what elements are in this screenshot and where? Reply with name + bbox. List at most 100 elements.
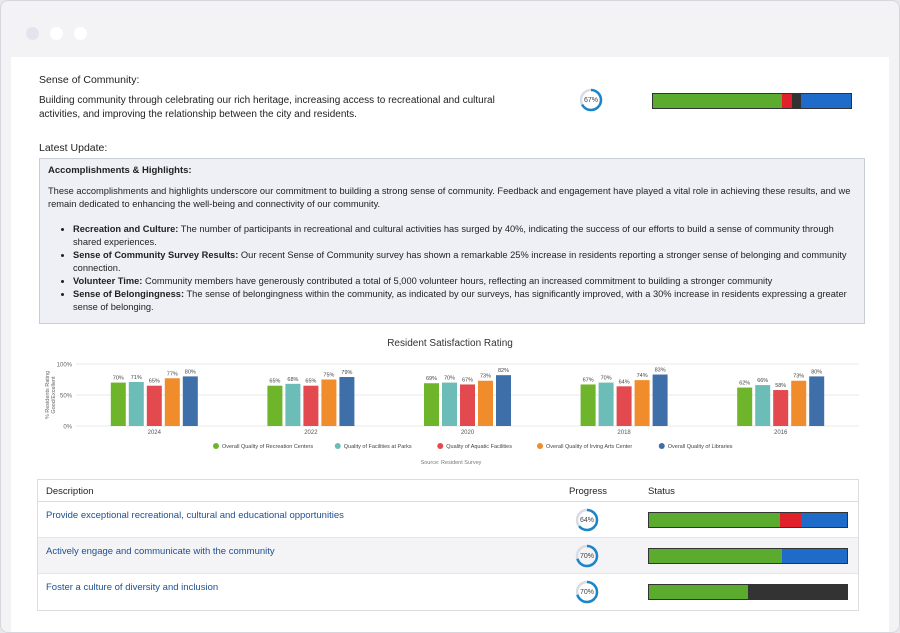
minimize-dot-icon[interactable] xyxy=(50,27,63,40)
legend-marker xyxy=(537,443,543,449)
bar xyxy=(164,378,180,426)
bar-value-label: 71% xyxy=(131,375,142,381)
status-segment xyxy=(801,94,851,108)
update-item-term: Sense of Community Survey Results: xyxy=(73,250,239,260)
row-status-bar xyxy=(648,548,848,564)
y-tick-label: 100% xyxy=(57,363,73,369)
page-content: Sense of Community: Building community t… xyxy=(11,57,889,632)
update-item: Volunteer Time: Community members have g… xyxy=(73,275,856,288)
legend-label[interactable]: Overall Quality of Libraries xyxy=(668,444,733,450)
bar-value-label: 79% xyxy=(341,370,352,376)
status-segment xyxy=(649,585,748,599)
header-status: Status xyxy=(648,486,675,497)
table-row[interactable]: Foster a culture of diversity and inclus… xyxy=(38,574,858,610)
update-item-term: Volunteer Time: xyxy=(73,276,143,286)
legend-label[interactable]: Overall Quality of Recreation Centers xyxy=(222,444,313,450)
bar-value-label: 62% xyxy=(739,381,750,387)
x-tick-label: 2022 xyxy=(304,430,318,436)
row-progress-label: 70% xyxy=(579,552,594,560)
row-description-link[interactable]: Foster a culture of diversity and inclus… xyxy=(46,582,219,593)
bar-value-label: 70% xyxy=(601,376,612,382)
legend-label[interactable]: Overall Quality of Irving Arts Center xyxy=(546,444,632,450)
bar-value-label: 70% xyxy=(444,376,455,382)
bar-value-label: 73% xyxy=(793,374,804,380)
bar xyxy=(128,381,144,426)
bar-value-label: 75% xyxy=(323,373,334,379)
table-body: Provide exceptional recreational, cultur… xyxy=(38,502,858,610)
bar-value-label: 66% xyxy=(757,378,768,384)
update-item-term: Recreation and Culture: xyxy=(73,224,179,234)
bar-value-label: 82% xyxy=(498,368,509,374)
status-segment xyxy=(801,513,847,527)
bar xyxy=(303,385,319,426)
legend-marker xyxy=(437,443,444,449)
goal-title: Sense of Community: xyxy=(39,74,140,86)
bar xyxy=(146,385,162,426)
header-description: Description xyxy=(46,486,94,497)
bar-value-label: 64% xyxy=(619,379,630,385)
row-status-bar xyxy=(648,584,848,600)
status-segment xyxy=(791,94,802,108)
bar xyxy=(634,380,650,426)
close-dot-icon[interactable] xyxy=(26,27,39,40)
bar-value-label: 65% xyxy=(305,379,316,385)
y-axis-label: % Residents RatingGood/Excellent xyxy=(45,371,57,419)
bar xyxy=(598,382,614,426)
bar-value-label: 70% xyxy=(113,376,124,382)
progress-ring-arc xyxy=(575,544,599,568)
progress-ring-arc xyxy=(579,88,603,112)
bar-value-label: 65% xyxy=(269,379,280,385)
update-item-text: The sense of belongingness within the co… xyxy=(73,289,847,312)
x-tick-label: 2018 xyxy=(617,430,631,436)
row-progress-label: 70% xyxy=(579,588,594,596)
status-segment xyxy=(649,549,782,563)
bar xyxy=(110,382,126,426)
status-segment xyxy=(653,94,782,108)
bar-value-label: 74% xyxy=(637,373,648,379)
update-item-term: Sense of Belongingness: xyxy=(73,289,185,299)
update-item: Sense of Community Survey Results: Our r… xyxy=(73,249,856,275)
goal-progress-label: 67% xyxy=(583,96,598,104)
bar xyxy=(652,374,668,426)
goal-status-bar xyxy=(652,93,852,109)
goal-progress-ring: 67% xyxy=(579,88,603,112)
update-item-text: Our recent Sense of Community survey has… xyxy=(73,250,847,273)
status-segment xyxy=(779,513,802,527)
maximize-dot-icon[interactable] xyxy=(74,27,87,40)
chart-source: Source: Resident Survey xyxy=(421,460,482,466)
update-panel: Accomplishments & Highlights: These acco… xyxy=(39,158,865,324)
update-heading: Accomplishments & Highlights: xyxy=(48,165,192,176)
legend-label[interactable]: Quality of Aquatic Facilities xyxy=(446,444,512,450)
update-item-text: Community members have generously contri… xyxy=(142,276,773,286)
table-row[interactable]: Provide exceptional recreational, cultur… xyxy=(38,502,858,538)
row-description-link[interactable]: Provide exceptional recreational, cultur… xyxy=(46,510,344,521)
status-segment xyxy=(781,549,847,563)
bar xyxy=(755,385,771,426)
legend-label[interactable]: Quality of Facilities at Parks xyxy=(344,444,412,450)
bar xyxy=(182,376,198,426)
bar xyxy=(339,377,355,426)
row-progress-ring: 64% xyxy=(575,508,599,532)
objectives-table: Description Progress Status Provide exce… xyxy=(37,479,859,611)
bar-value-label: 67% xyxy=(583,377,594,383)
bar-value-label: 69% xyxy=(426,376,437,382)
update-item: Sense of Belongingness: The sense of bel… xyxy=(73,288,856,314)
table-row[interactable]: Actively engage and communicate with the… xyxy=(38,538,858,574)
x-tick-label: 2016 xyxy=(774,430,788,436)
status-segment xyxy=(748,585,847,599)
bar xyxy=(442,382,457,426)
bar xyxy=(791,380,807,426)
row-description-link[interactable]: Actively engage and communicate with the… xyxy=(46,546,275,557)
chart-title: Resident Satisfaction Rating xyxy=(387,338,513,349)
legend-marker xyxy=(334,443,341,449)
x-tick-label: 2024 xyxy=(148,430,162,436)
progress-ring-arc xyxy=(575,580,599,604)
bar xyxy=(616,386,632,426)
bar xyxy=(424,383,439,426)
bar xyxy=(580,384,596,426)
update-item: Recreation and Culture: The number of pa… xyxy=(73,223,856,249)
bar xyxy=(496,375,511,426)
header-progress: Progress xyxy=(569,486,608,497)
row-progress-ring: 70% xyxy=(575,580,599,604)
